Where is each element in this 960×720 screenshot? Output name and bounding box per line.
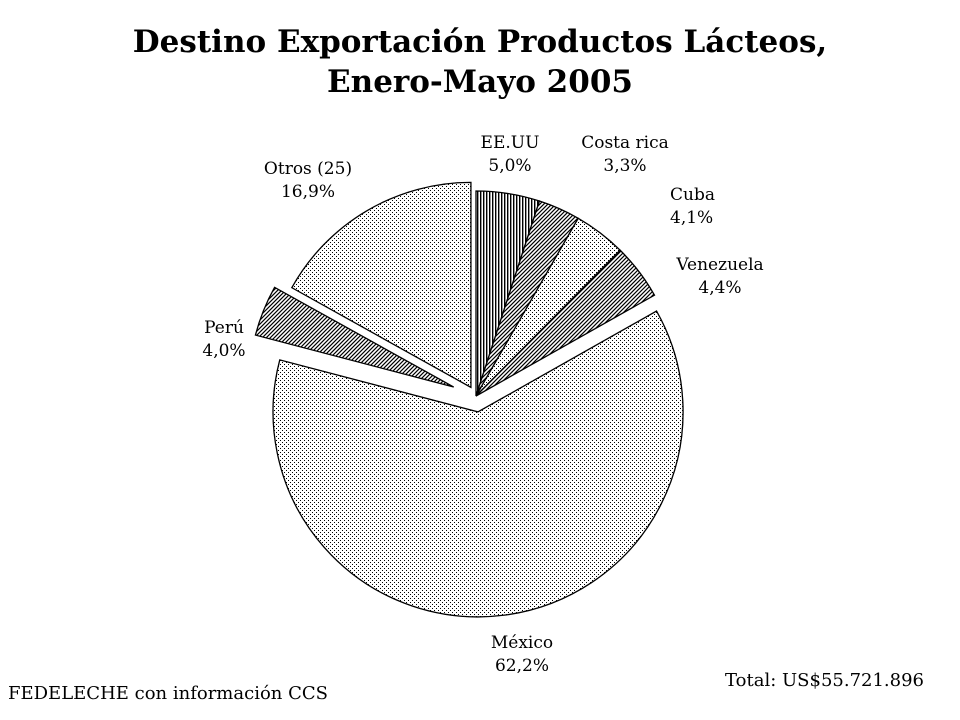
slice-label-otros-25: Otros (25) [264, 159, 352, 179]
slice-value-otros-25: 16,9% [281, 182, 335, 202]
slice-label-costa-rica: Costa rica [581, 133, 669, 153]
slice-label-méxico: México [491, 633, 553, 653]
chart-title: Destino Exportación Productos Lácteos, E… [0, 22, 960, 102]
slice-value-ee-uu: 5,0% [488, 156, 531, 176]
slice-label-ee-uu: EE.UU [481, 133, 540, 153]
slice-label-venezuela: Venezuela [675, 255, 763, 275]
total-note: Total: US$55.721.896 [725, 670, 924, 691]
chart-subtitle: Enero-Mayo 2005 [327, 64, 633, 100]
slice-value-cuba: 4,1% [670, 208, 713, 228]
slice-value-costa-rica: 3,3% [603, 156, 646, 176]
source-note: FEDELECHE con información CCS [8, 683, 328, 704]
slice-value-venezuela: 4,4% [698, 278, 741, 298]
slice-label-cuba: Cuba [670, 185, 715, 205]
pie-slice-otros-25 [290, 181, 472, 389]
slice-value-perú: 4,0% [202, 341, 245, 361]
slice-label-perú: Perú [204, 318, 244, 338]
pie-slice-venezuela [475, 249, 656, 397]
pie-slice-m-xico [272, 310, 684, 618]
slice-value-méxico: 62,2% [495, 656, 549, 676]
chart-title-line-1: Destino Exportación Productos Lácteos, [132, 24, 828, 60]
pie-slice-per [254, 286, 455, 388]
